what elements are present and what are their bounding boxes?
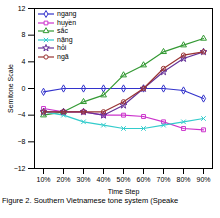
svg-text:10%: 10% [36,176,50,183]
svg-text:−12: −12 [14,165,26,172]
svg-text:Semitone Scale: Semitone Scale [7,64,14,113]
svg-text:30%: 30% [76,176,90,183]
svg-text:50%: 50% [116,176,130,183]
svg-text:40%: 40% [96,176,110,183]
svg-text:8: 8 [22,31,26,38]
svg-text:20%: 20% [56,176,70,183]
svg-text:0: 0 [22,85,26,92]
html-text:nặng: nặng [57,35,73,43]
svg-text:Time Step: Time Step [108,188,140,196]
html-text:sắc: sắc [57,27,68,34]
svg-text:−4: −4 [18,111,26,118]
html-text:huyền: huyền [57,18,77,26]
html-text:hỏi: hỏi [57,44,67,51]
svg-text:80%: 80% [176,176,190,183]
html-text:ngang: ngang [57,10,77,17]
svg-text:−8: −8 [18,138,26,145]
html-text:ngã: ngã [57,52,69,60]
svg-text:12: 12 [18,5,26,12]
svg-text:4: 4 [22,58,26,65]
html-text:Figure 2. Southern Vietnamese: Figure 2. Southern Vietnamese tone syste… [2,196,179,205]
svg-text:70%: 70% [156,176,170,183]
svg-text:60%: 60% [136,176,150,183]
svg-text:90%: 90% [196,176,210,183]
